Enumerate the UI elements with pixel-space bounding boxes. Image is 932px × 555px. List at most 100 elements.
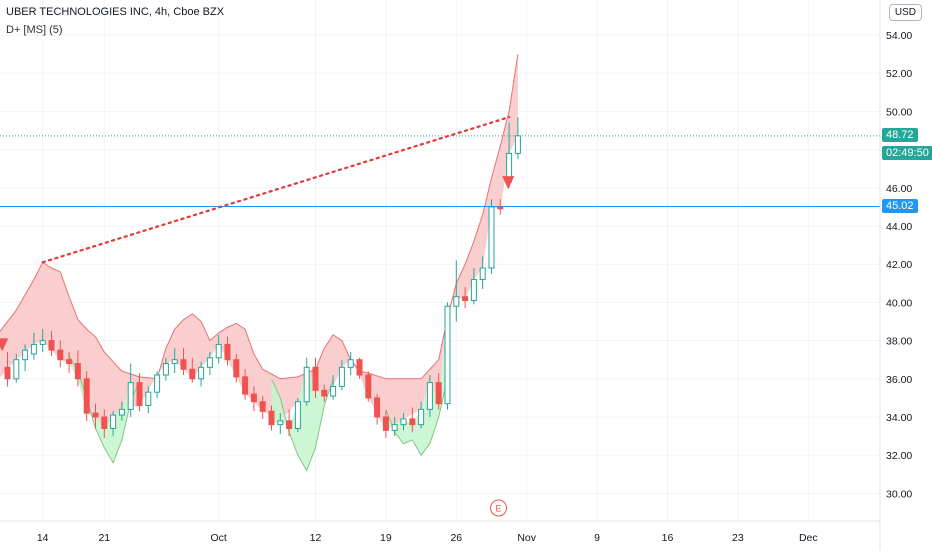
y-tick-label: 54.00	[886, 30, 912, 42]
candle-body	[92, 412, 99, 418]
sell-signal-triangle	[502, 176, 515, 190]
candle	[409, 407, 416, 433]
candle	[233, 353, 240, 383]
lower-band-edge	[68, 355, 140, 464]
candle	[444, 302, 451, 410]
candle	[74, 350, 81, 387]
candle	[426, 374, 433, 417]
price-axis[interactable]: 30.00 32.00 34.00 36.00 38.00 40.00 42.00 44.00…	[879, 0, 912, 550]
signal-markers	[0, 176, 515, 352]
bar-countdown-tag: 02:49:50	[882, 145, 932, 160]
candle-body	[453, 296, 460, 307]
candle-body	[250, 393, 257, 403]
candle	[206, 352, 213, 375]
candle-body	[365, 374, 372, 399]
event-circle[interactable]	[490, 499, 508, 517]
candle	[338, 359, 345, 391]
indicator-legend[interactable]: D+ [MS] (5)	[6, 24, 63, 36]
candle	[514, 117, 521, 160]
trendline[interactable]	[41, 116, 511, 264]
y-tick-label: 50.00	[886, 106, 912, 118]
candle	[400, 413, 407, 431]
x-tick-label: 12	[310, 532, 322, 544]
candle-body	[294, 401, 301, 429]
candle-body	[382, 416, 389, 431]
candle-body	[347, 359, 354, 368]
candle	[30, 332, 37, 360]
candle-body	[374, 397, 381, 418]
candle	[453, 260, 460, 322]
dotted-trendline[interactable]	[41, 116, 511, 264]
candle-body	[409, 418, 416, 426]
x-tick-label: 21	[98, 532, 110, 544]
x-tick-label: Oct	[211, 532, 227, 544]
candle	[365, 371, 372, 402]
candle-body	[418, 408, 425, 426]
candle	[391, 417, 398, 437]
y-tick-label: 44.00	[886, 221, 912, 233]
candle-body	[286, 420, 293, 429]
symbol-title[interactable]: UBER TECHNOLOGIES INC, 4h, Cboe BZX	[6, 6, 225, 18]
candle-body	[48, 340, 55, 351]
candlesticks	[4, 117, 521, 439]
candle-body	[215, 343, 222, 359]
lower-band-fill	[271, 367, 334, 471]
candle-body	[497, 206, 504, 210]
candle	[242, 369, 249, 400]
candle-body	[400, 418, 407, 426]
candle-body	[162, 363, 169, 376]
candle-body	[4, 366, 11, 380]
candle-body	[391, 424, 398, 431]
lower-band-fill	[69, 355, 140, 463]
candle	[110, 411, 117, 437]
candle-body	[488, 206, 495, 269]
currency-button[interactable]: USD	[888, 4, 922, 21]
candle	[294, 397, 301, 433]
candle-body	[83, 378, 90, 414]
candle	[48, 331, 55, 356]
y-tick-label: 38.00	[886, 336, 912, 348]
candle-body	[180, 359, 187, 370]
y-tick-label: 40.00	[886, 297, 912, 309]
y-tick-label: 34.00	[886, 412, 912, 424]
candle	[162, 357, 169, 381]
candle-body	[171, 359, 178, 365]
x-tick-label: 9	[594, 532, 600, 544]
candle-body	[462, 296, 469, 301]
x-tick-label: 23	[732, 532, 744, 544]
candle	[66, 352, 73, 374]
candle	[180, 348, 187, 375]
candle	[171, 348, 178, 374]
candle	[277, 413, 284, 435]
indicator-bands	[0, 54, 519, 472]
candle-body	[206, 357, 213, 368]
candle	[418, 401, 425, 429]
candle-body	[514, 135, 521, 154]
candle-body	[154, 374, 161, 393]
candle	[136, 373, 143, 412]
candle	[145, 386, 152, 414]
candle	[250, 386, 257, 412]
candle-body	[57, 349, 64, 361]
time-axis[interactable]: 14 21 Oct 12 19 26 Nov 9 16 23 Dec	[0, 520, 880, 544]
earnings-event-marker[interactable]: E	[490, 499, 508, 517]
candle-body	[435, 382, 442, 405]
candle	[259, 395, 266, 419]
candle	[198, 361, 205, 387]
candle-body	[259, 401, 266, 412]
candle	[268, 405, 275, 431]
candle	[286, 409, 293, 437]
candle	[101, 409, 108, 439]
lower-band-fill	[385, 306, 448, 456]
candle	[347, 352, 354, 375]
x-tick-label: Dec	[799, 532, 818, 544]
candle-body	[338, 366, 345, 387]
candle-body	[136, 382, 143, 407]
candle	[22, 344, 29, 372]
candle-body	[127, 382, 134, 410]
y-tick-label: 46.00	[886, 183, 912, 195]
candle	[497, 199, 504, 215]
candle-body	[22, 349, 29, 361]
